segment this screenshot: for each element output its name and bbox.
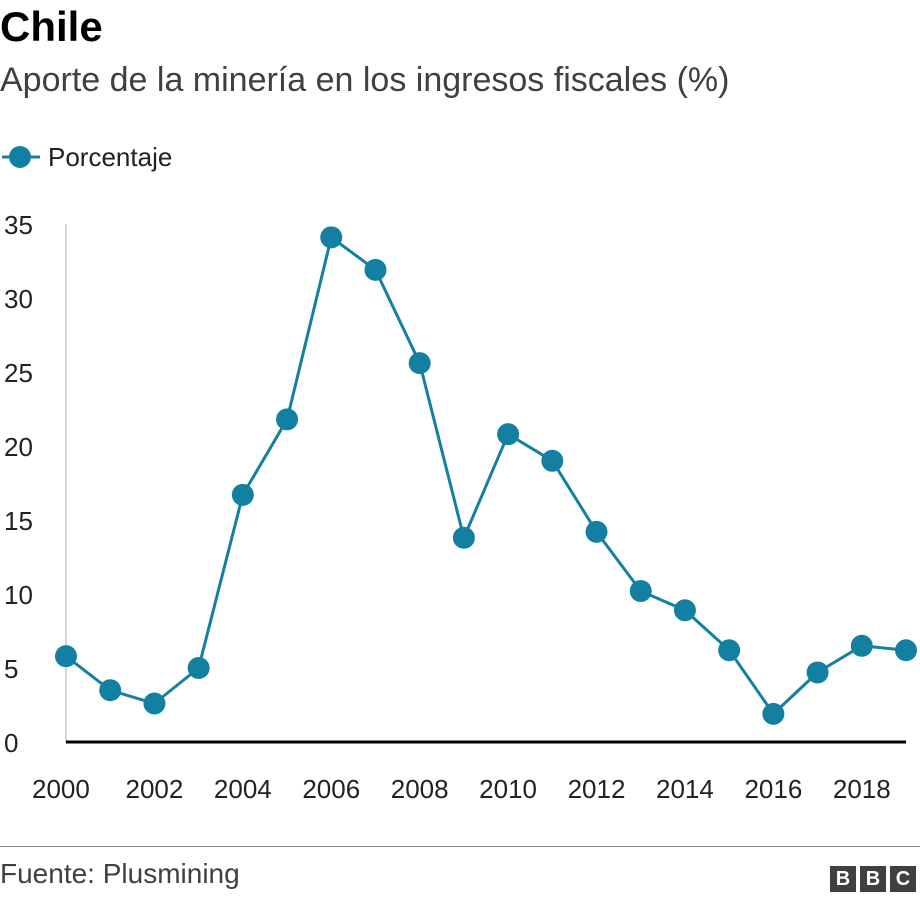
data-point [850, 634, 873, 657]
y-tick-label: 30 [4, 284, 33, 314]
data-point [276, 408, 299, 431]
data-point [585, 520, 608, 543]
data-point [718, 639, 741, 662]
logo-letter: B [860, 866, 886, 892]
y-tick-label: 20 [4, 432, 33, 462]
logo-letter: C [890, 866, 916, 892]
y-tick-label: 5 [4, 654, 18, 684]
data-point [364, 258, 387, 281]
bbc-logo: B B C [830, 866, 916, 892]
data-point [497, 423, 520, 446]
x-tick-label: 2012 [568, 774, 626, 804]
x-tick-label: 2016 [744, 774, 802, 804]
y-tick-label: 35 [4, 210, 33, 240]
data-point [99, 679, 122, 702]
legend-label: Porcentaje [48, 141, 173, 172]
data-point [673, 599, 696, 622]
chart-title: Chile [0, 3, 103, 50]
data-point [231, 483, 254, 506]
data-point [143, 692, 166, 715]
data-point [806, 661, 829, 684]
legend-marker-icon [2, 146, 40, 168]
legend: Porcentaje [0, 138, 172, 176]
y-tick-label: 15 [4, 506, 33, 536]
data-point [187, 657, 210, 679]
x-tick-label: 2004 [214, 774, 272, 804]
data-point [541, 449, 564, 472]
x-tick-label: 2018 [833, 774, 891, 804]
chart-subtitle: Aporte de la minería en los ingresos fis… [0, 61, 730, 99]
source-note: Fuente: Plusmining [0, 858, 240, 889]
footer-divider [0, 846, 920, 847]
data-point [762, 702, 785, 725]
series-line [65, 235, 907, 716]
x-tick-label: 2008 [391, 774, 449, 804]
data-point [452, 526, 475, 549]
x-tick-label: 2002 [125, 774, 183, 804]
x-tick-label: 2006 [302, 774, 360, 804]
data-point [320, 226, 343, 249]
data-point [408, 352, 431, 375]
logo-letter: B [830, 866, 856, 892]
x-tick-label: 2000 [32, 774, 90, 804]
x-tick-label: 2014 [656, 774, 714, 804]
data-point [895, 639, 917, 662]
y-tick-label: 0 [4, 728, 18, 758]
y-tick-label: 25 [4, 358, 33, 388]
y-tick-label: 10 [4, 580, 33, 610]
data-point [55, 645, 77, 668]
data-point [629, 580, 652, 603]
x-tick-label: 2010 [479, 774, 537, 804]
